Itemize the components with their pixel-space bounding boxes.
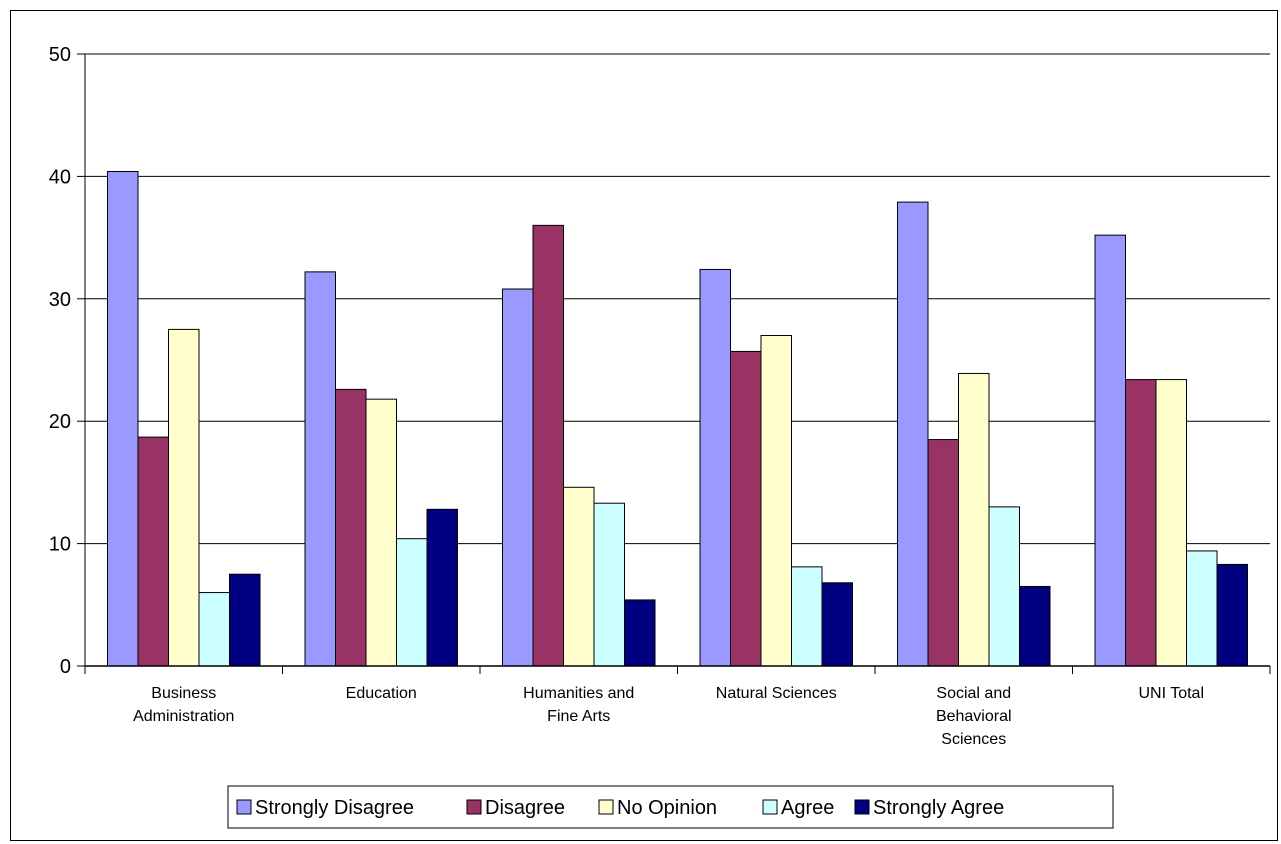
- bar-disagree-4: [927, 439, 959, 667]
- bar-agree-5: [1186, 550, 1218, 667]
- y-tick-label: 30: [49, 289, 71, 311]
- bar-strongly-disagree-3: [699, 268, 731, 667]
- bar-agree-3: [791, 566, 823, 667]
- bar-strongly-disagree-2: [502, 288, 534, 667]
- gridlines: [85, 53, 1270, 667]
- bar-no-opinion-2: [563, 486, 595, 667]
- chart-frame: 0 10 20 30 40 50 Business Administration Educat…: [10, 10, 1278, 841]
- y-tick-label: 20: [49, 411, 71, 433]
- category-label-line: Administration: [133, 708, 234, 725]
- bar-strongly-agree-3: [821, 582, 853, 667]
- legend-box: [227, 785, 1114, 829]
- category-label: Humanities and Fine Arts: [523, 685, 634, 725]
- bar-agree-4: [988, 506, 1020, 667]
- category-label-line: UNI Total: [1138, 685, 1204, 702]
- legend-label: Disagree: [485, 797, 565, 819]
- bar-strongly-agree-4: [1019, 585, 1051, 667]
- legend-entry: Agree: [762, 797, 834, 819]
- bar-no-opinion-3: [760, 335, 792, 667]
- legend-label: Strongly Disagree: [255, 797, 414, 819]
- bar-no-opinion-1: [365, 398, 397, 667]
- category-label: Business Administration: [133, 685, 234, 725]
- bar-disagree-2: [532, 224, 564, 667]
- legend-entry: Disagree: [466, 797, 565, 819]
- bar-strongly-agree-2: [624, 599, 656, 667]
- bar-chart: 0 10 20 30 40 50 Business Administration Educat…: [49, 44, 1271, 829]
- legend-entry: Strongly Disagree: [236, 797, 414, 819]
- bar-strongly-disagree-0: [107, 171, 139, 667]
- bar-no-opinion-0: [168, 328, 200, 667]
- axes: [77, 53, 1271, 674]
- legend-swatch: [466, 799, 482, 815]
- legend: Strongly Disagree Disagree No Opinion Agree…: [227, 785, 1114, 829]
- legend-swatch: [762, 799, 778, 815]
- bar-disagree-0: [137, 436, 169, 667]
- legend-label: No Opinion: [617, 797, 717, 819]
- y-tick-label: 50: [49, 44, 71, 66]
- category-label-line: Humanities and: [523, 685, 634, 702]
- category-label-line: Social and: [936, 685, 1011, 702]
- category-labels: Business Administration Education Humanitie…: [133, 685, 1204, 748]
- category-label-line: Sciences: [941, 731, 1006, 748]
- y-tick-labels: 0 10 20 30 40 50: [49, 44, 71, 678]
- bar-disagree-3: [730, 350, 762, 667]
- bar-agree-1: [396, 538, 428, 667]
- legend-label: Strongly Agree: [873, 797, 1004, 819]
- bar-disagree-1: [335, 388, 367, 667]
- bar-strongly-agree-5: [1216, 563, 1248, 667]
- bar-no-opinion-5: [1155, 379, 1187, 667]
- legend-label: Agree: [781, 797, 834, 819]
- bar-no-opinion-4: [958, 372, 990, 667]
- legend-entry: Strongly Agree: [854, 797, 1004, 819]
- category-label: Natural Sciences: [716, 685, 837, 702]
- category-label-line: Education: [346, 685, 417, 702]
- category-label: Social and Behavioral Sciences: [936, 685, 1012, 748]
- category-label-line: Behavioral: [936, 708, 1012, 725]
- category-label: UNI Total: [1138, 685, 1204, 702]
- bar-strongly-agree-0: [229, 573, 261, 667]
- category-label-line: Natural Sciences: [716, 685, 837, 702]
- bar-strongly-disagree-4: [897, 201, 929, 667]
- bars: [107, 171, 1248, 667]
- bar-strongly-agree-1: [426, 508, 458, 667]
- bar-disagree-5: [1125, 379, 1157, 667]
- category-label-line: Fine Arts: [547, 708, 610, 725]
- legend-entry: No Opinion: [598, 797, 717, 819]
- bar-strongly-disagree-1: [304, 271, 336, 667]
- bar-agree-0: [198, 592, 230, 667]
- y-tick-label: 0: [60, 656, 71, 678]
- category-label-line: Business: [151, 685, 216, 702]
- bar-agree-2: [593, 502, 625, 667]
- y-tick-label: 40: [49, 166, 71, 188]
- y-tick-label: 10: [49, 534, 71, 556]
- legend-swatch: [854, 799, 870, 815]
- legend-swatch: [236, 799, 252, 815]
- category-label: Education: [346, 685, 417, 702]
- bar-strongly-disagree-5: [1094, 234, 1126, 667]
- legend-swatch: [598, 799, 614, 815]
